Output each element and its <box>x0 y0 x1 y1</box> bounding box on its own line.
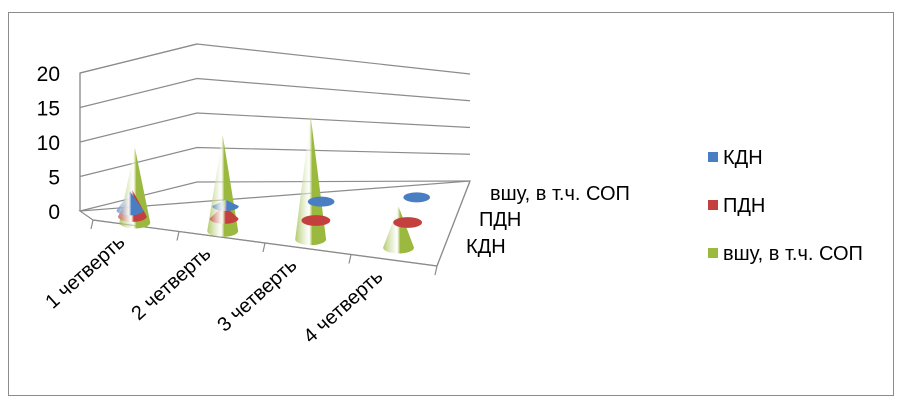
legend-item-кдн: КДН <box>708 147 763 169</box>
gridline <box>79 180 471 212</box>
legend-item-вшу-в-т-ч-соп: вшу, в т.ч. СОП <box>708 243 863 265</box>
cone-кдн-2 <box>212 199 239 211</box>
legend: КДН ПДН вшу, в т.ч. СОП <box>708 147 863 265</box>
cone-пдн-2 <box>209 205 239 224</box>
y-tick-label: 5 <box>48 167 60 190</box>
gridline <box>79 146 471 178</box>
x-tick-mark <box>262 242 266 253</box>
legend-swatch <box>708 248 718 258</box>
depth-label: вшу, в т.ч. СОП <box>490 183 630 205</box>
x-tick-mark <box>90 219 94 230</box>
legend-label: вшу, в т.ч. СОП <box>723 243 863 265</box>
depth-label: КДН <box>466 236 506 258</box>
legend-label: ПДН <box>723 195 765 217</box>
y-tick-label: 15 <box>37 98 60 121</box>
x-tick-mark <box>434 265 438 276</box>
cone-пдн-4 <box>393 217 423 228</box>
category-label: 4 четверть <box>299 266 387 348</box>
legend-swatch <box>708 152 718 162</box>
y-tick-labels: 0 5 10 15 20 <box>37 63 60 224</box>
y-tick-label: 0 <box>48 201 60 224</box>
legend-swatch <box>708 200 718 210</box>
y-tick-label: 10 <box>37 132 60 155</box>
x-tick-mark <box>176 231 180 241</box>
y-tick-label: 20 <box>37 63 60 86</box>
cone-вшу-в-т-ч-соп-4 <box>383 206 415 254</box>
x-tick-mark <box>348 254 352 264</box>
cone-пдн-3 <box>301 215 331 226</box>
category-label: 3 четверть <box>213 254 301 336</box>
series-depth-labels: КДН ПДН вшу, в т.ч. СОП <box>466 183 630 258</box>
cone-кдн-3 <box>307 196 335 207</box>
cone-вшу-в-т-ч-соп-3 <box>295 115 327 246</box>
category-label: 2 четверть <box>127 243 215 325</box>
gridline <box>79 112 471 143</box>
gridline <box>79 43 471 75</box>
depth-label: ПДН <box>479 209 521 231</box>
gridline <box>79 77 471 109</box>
cone-кдн-1 <box>116 191 144 216</box>
gridlines <box>79 43 471 212</box>
cones <box>116 115 431 254</box>
chart-floor <box>78 180 471 276</box>
cone-кдн-4 <box>403 192 431 203</box>
depth-axis <box>436 180 471 267</box>
category-label: 1 четверть <box>41 231 129 313</box>
legend-item-пдн: ПДН <box>708 195 765 217</box>
chart-frame <box>8 12 894 396</box>
legend-label: КДН <box>723 147 763 169</box>
